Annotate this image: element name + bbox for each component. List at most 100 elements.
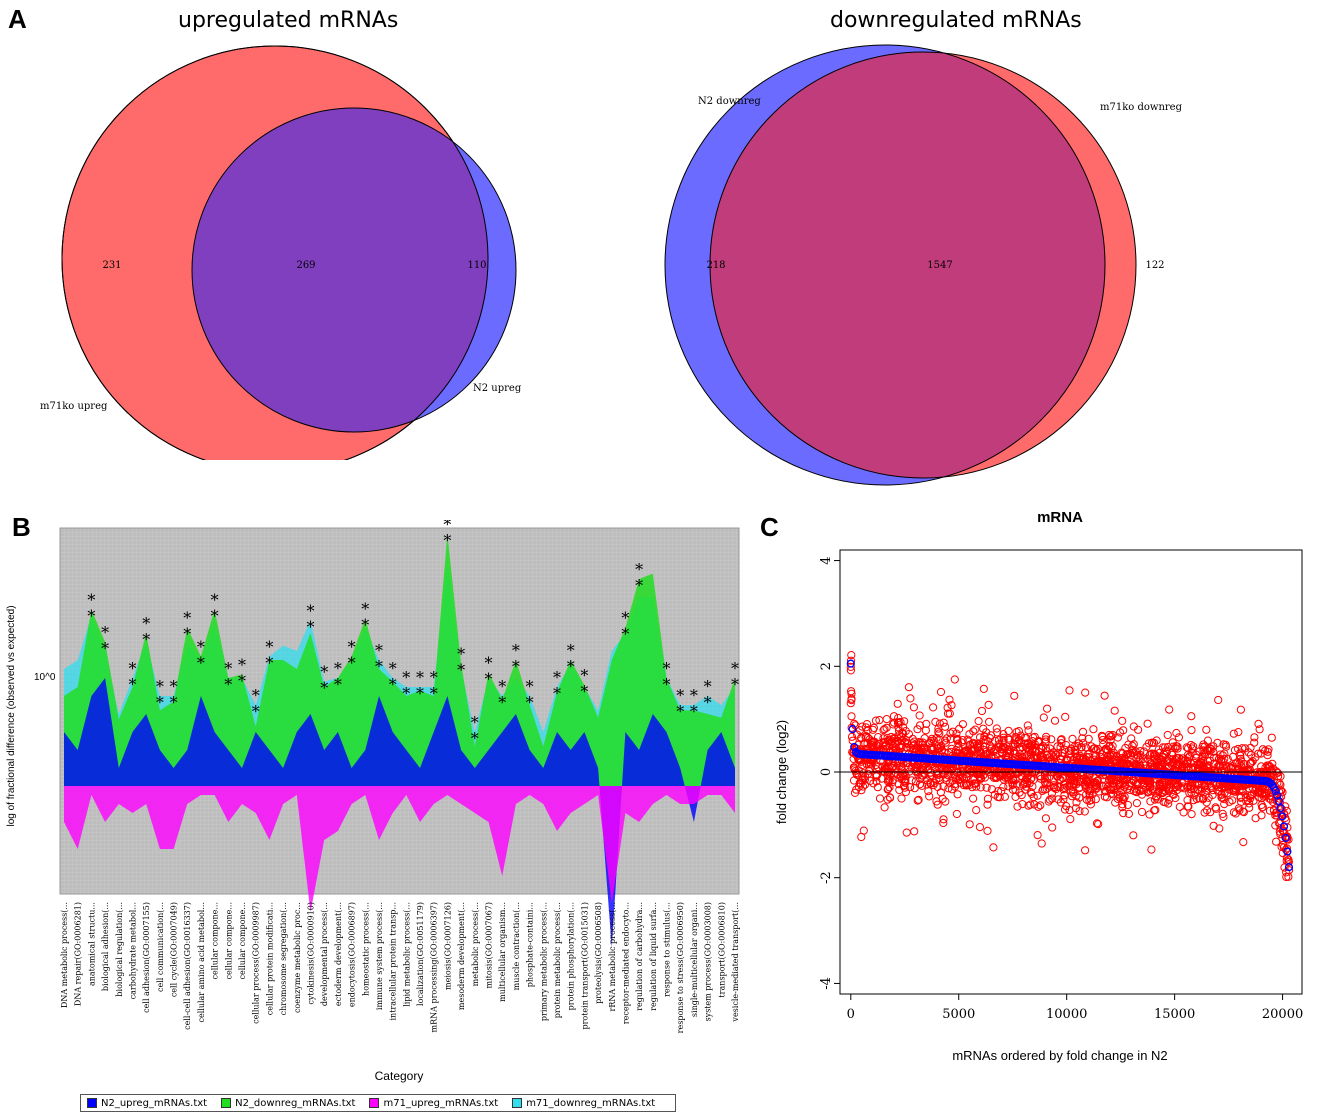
scatter-point-red	[1059, 795, 1068, 804]
scatter-ylabel: fold change (log2)	[774, 720, 789, 824]
significance-star: *	[485, 654, 493, 673]
significance-star: *	[416, 684, 424, 703]
y-tick-label: 4	[819, 556, 834, 564]
scatter-point-red	[1140, 757, 1150, 766]
scatter-point-red	[1247, 750, 1256, 759]
scatter-point-red	[1144, 787, 1153, 796]
scatter-point-red	[1150, 795, 1159, 804]
scatter-point-red	[924, 765, 933, 775]
scatter-point-red	[1219, 812, 1228, 821]
scatter-point-blue	[1276, 803, 1285, 813]
scatter-point-red	[937, 745, 946, 754]
scatter-point-red	[1261, 763, 1270, 772]
scatter-point-red	[846, 662, 855, 671]
scatter-point-red	[1200, 808, 1209, 817]
scatter-point-red	[1238, 744, 1247, 753]
legend-label: m71_downreg_mRNAs.txt	[526, 1097, 656, 1109]
scatter-point-red	[1255, 725, 1264, 734]
scatter-point-red	[999, 730, 1008, 739]
scatter-point-red	[1154, 753, 1163, 763]
scatter-point-red	[1169, 742, 1178, 751]
category-tick-label: cell adhesion(GO:0007155)	[142, 902, 151, 1013]
category-tick-label: immune system process(...	[375, 902, 384, 1010]
scatter-point-red	[908, 739, 917, 748]
category-tick-label: localization(GO:0051179)	[416, 902, 425, 1006]
scatter-point-red	[1116, 778, 1125, 787]
category-tick-label: response to stimulus(...	[663, 902, 672, 997]
y-tick-label: 2	[819, 662, 834, 670]
scatter-point-red	[1131, 760, 1140, 769]
venn-down-intersection-count: 1547	[927, 260, 952, 271]
scatter-point-red	[865, 735, 874, 744]
scatter-point-red	[854, 766, 863, 775]
significance-star: *	[375, 657, 383, 676]
scatter-point-red	[1118, 803, 1127, 812]
significance-star: *	[621, 625, 629, 644]
scatter-point-red	[1015, 788, 1024, 797]
scatter-point-red	[1083, 750, 1092, 759]
category-tick-label: ectoderm development(...	[334, 902, 343, 1006]
scatter-point-red	[972, 806, 981, 815]
category-tick-label: cellular compone...	[211, 902, 220, 980]
scatter-point-red	[1096, 752, 1105, 761]
scatter-point-red	[882, 715, 891, 724]
x-tick-label: 15000	[1154, 1007, 1195, 1022]
significance-star: *	[690, 702, 698, 721]
scatter-point-red	[894, 718, 903, 727]
scatter-point-red	[1213, 738, 1222, 747]
scatter-point-red	[1056, 736, 1065, 745]
significance-star: *	[238, 671, 246, 690]
scatter-point-red	[1182, 743, 1191, 752]
scatter-point-red	[897, 765, 906, 774]
fold-change-scatter: mRNA -4 -2 0 2 4 0 5000 10000 15000 20000 fold ch…	[774, 509, 1303, 1063]
category-tick-label: coenzyme metabolic proc...	[293, 902, 302, 1013]
scatter-point-red	[893, 699, 902, 708]
scatter-point-red	[962, 747, 971, 756]
scatter-point-red	[941, 797, 950, 806]
scatter-point-red	[1219, 761, 1228, 770]
scatter-point-blue	[848, 725, 857, 734]
scatter-point-red	[945, 709, 954, 718]
significance-star: *	[348, 637, 356, 656]
scatter-point-red	[999, 735, 1008, 744]
scatter-point-red	[1113, 733, 1122, 742]
category-tick-label: anatomical structu...	[87, 902, 96, 986]
scatter-point-red	[987, 785, 996, 794]
venn-upregulated: 231 269 110 m71ko upreg N2 upreg	[40, 45, 522, 460]
scatter-point-red	[847, 687, 856, 696]
category-tick-label: rRNA metabolic process(...	[608, 902, 617, 1012]
legend-swatch	[221, 1098, 232, 1108]
category-tick-label: biological adhesion(...	[101, 902, 110, 991]
scatter-point-red	[934, 727, 943, 736]
venn-up-intersection-count: 269	[296, 260, 315, 271]
significance-star: *	[101, 639, 109, 658]
scatter-point-red	[866, 765, 875, 774]
significance-star: *	[142, 614, 150, 633]
scatter-point-red	[983, 800, 992, 809]
scatter-point-red	[852, 785, 861, 794]
scatter-point-red	[1100, 691, 1109, 700]
significance-star: *	[87, 607, 95, 626]
scatter-point-red	[975, 823, 984, 832]
scatter-point-red	[1284, 872, 1293, 881]
scatter-point-red	[846, 656, 856, 665]
significance-star: *	[183, 609, 191, 628]
scatter-point-red	[1011, 792, 1020, 801]
significance-star: *	[690, 686, 698, 705]
significance-star: *	[567, 641, 575, 660]
scatter-point-red	[904, 683, 913, 692]
scatter-point-red	[1201, 782, 1210, 791]
significance-star: *	[252, 686, 260, 705]
scatter-point-red	[971, 725, 980, 734]
venn-downregulated: 218 1547 122 N2 downreg m71ko downreg	[664, 44, 1183, 486]
scatter-point-red	[1178, 754, 1187, 763]
scatter-point-red	[1145, 751, 1154, 760]
scatter-point-red	[860, 775, 870, 784]
scatter-point-red	[1219, 740, 1228, 749]
scatter-point-blue	[1281, 833, 1290, 843]
scatter-point-red	[1139, 747, 1149, 756]
scatter-point-red	[974, 717, 983, 726]
scatter-point-red	[1201, 790, 1210, 799]
scatter-point-red	[1257, 800, 1266, 809]
scatter-point-red	[1187, 788, 1196, 797]
